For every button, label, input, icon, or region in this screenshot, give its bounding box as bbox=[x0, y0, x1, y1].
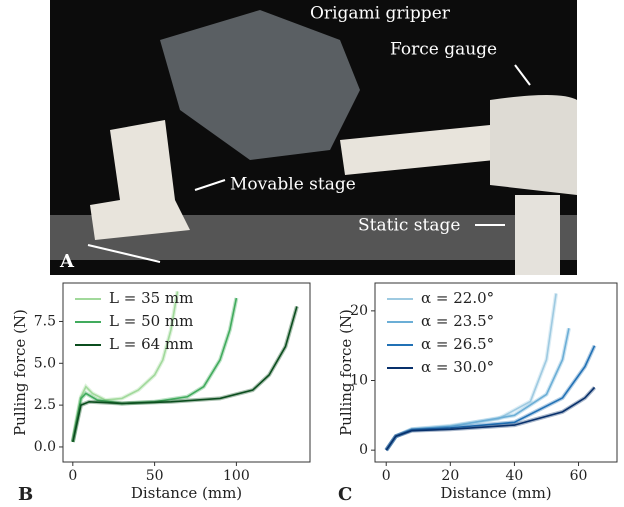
line bbox=[72, 306, 298, 443]
y-tick-label: 10 bbox=[350, 373, 368, 389]
y-tick-label: 7.5 bbox=[34, 313, 56, 329]
photo-label: Movable stage bbox=[230, 175, 356, 195]
x-axis-label: Distance (mm) bbox=[131, 484, 242, 502]
line bbox=[385, 386, 596, 451]
photo-label: Static stage bbox=[358, 216, 460, 236]
arrow bbox=[514, 64, 531, 86]
x-tick-label: 20 bbox=[441, 468, 459, 484]
legend-label: L = 64 mm bbox=[109, 335, 193, 353]
x-axis-label: Distance (mm) bbox=[440, 484, 551, 502]
rod bbox=[340, 125, 495, 175]
photo-label: Origami gripper bbox=[310, 4, 451, 24]
x-tick-label: 0 bbox=[382, 468, 391, 484]
plot-frame bbox=[62, 282, 311, 463]
photo: Origami gripper Force gauge Movable stag… bbox=[50, 0, 577, 275]
y-axis-label: Pulling force (N) bbox=[337, 309, 355, 436]
x-tick-label: 40 bbox=[506, 468, 524, 484]
legend-label: L = 35 mm bbox=[109, 289, 193, 307]
static-stage bbox=[515, 195, 560, 275]
panel-label: A bbox=[59, 251, 75, 272]
legend-label: α = 30.0° bbox=[421, 358, 494, 376]
legend-label: α = 22.0° bbox=[421, 289, 494, 307]
movable-stage bbox=[90, 120, 190, 240]
legend-label: L = 50 mm bbox=[109, 312, 193, 330]
y-tick-label: 5.0 bbox=[34, 355, 56, 371]
y-tick-label: 0.0 bbox=[34, 439, 56, 455]
legend-label: α = 26.5° bbox=[421, 335, 494, 353]
photo-label: Force gauge bbox=[390, 40, 497, 60]
panel-label: B bbox=[18, 484, 33, 505]
gripper bbox=[160, 10, 360, 160]
plot-frame bbox=[374, 282, 618, 463]
y-tick-label: 0 bbox=[359, 442, 368, 458]
arrow bbox=[194, 179, 226, 191]
x-tick-label: 100 bbox=[223, 468, 250, 484]
legend-label: α = 23.5° bbox=[421, 312, 494, 330]
panel-label: C bbox=[338, 484, 352, 505]
x-tick-label: 60 bbox=[570, 468, 588, 484]
y-tick-label: 20 bbox=[350, 303, 368, 319]
force-gauge bbox=[490, 95, 577, 195]
y-axis-label: Pulling force (N) bbox=[11, 309, 29, 436]
y-tick-label: 2.5 bbox=[34, 397, 56, 413]
arrow bbox=[87, 244, 161, 263]
x-tick-label: 0 bbox=[68, 468, 77, 484]
x-tick-label: 50 bbox=[146, 468, 164, 484]
